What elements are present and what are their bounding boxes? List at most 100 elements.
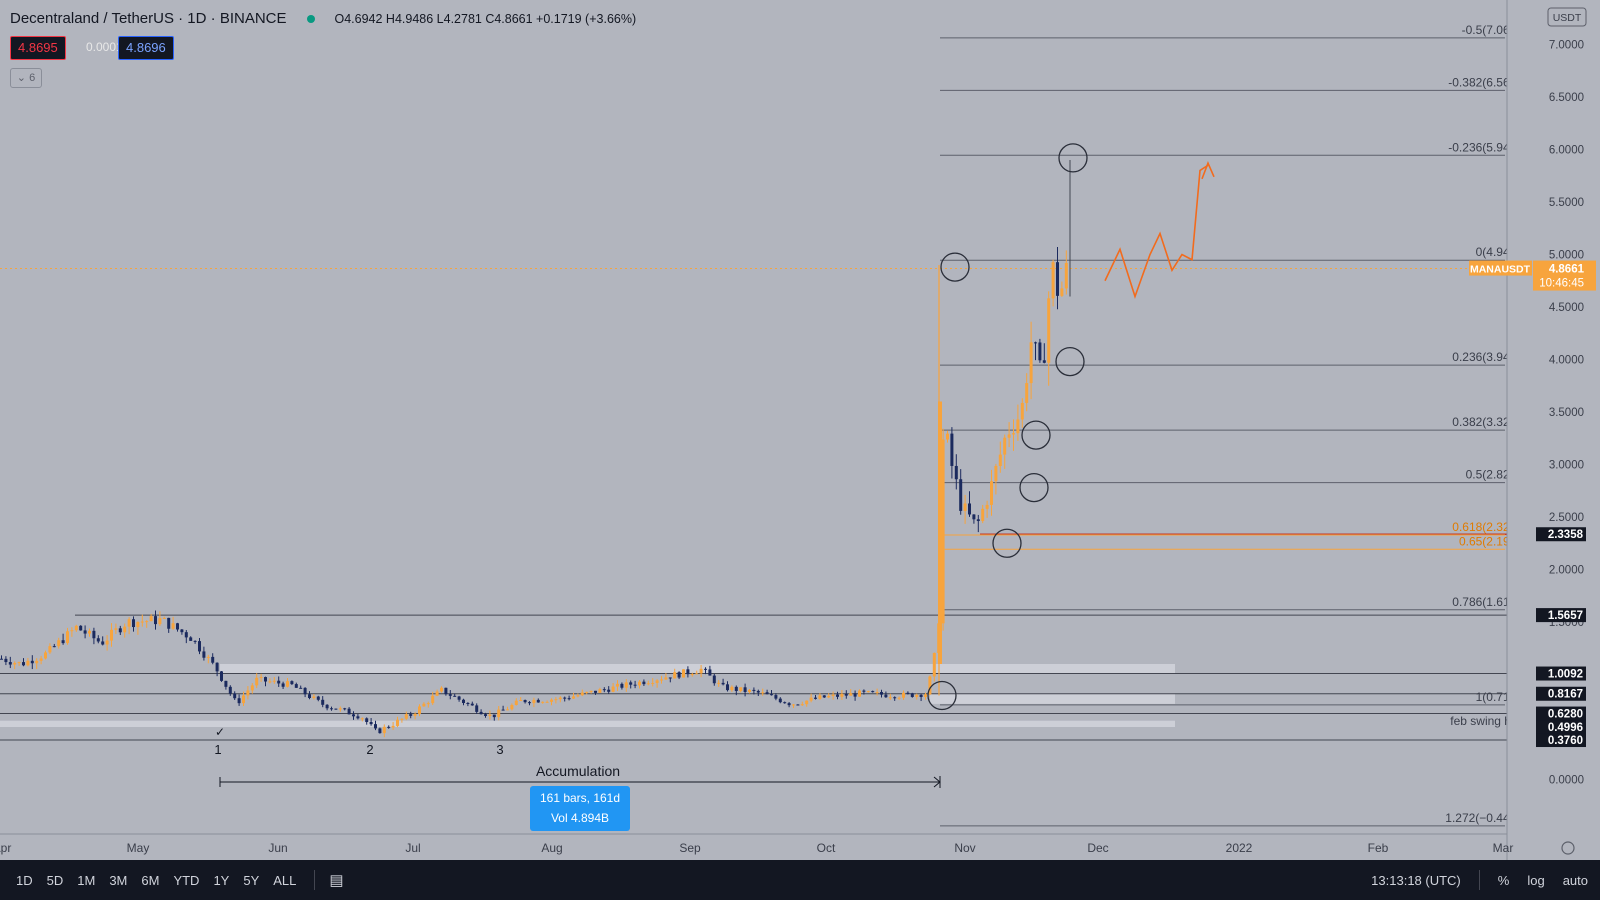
candle-body: [853, 693, 857, 697]
candle-body: [602, 689, 606, 691]
pivot-circle: [1021, 420, 1051, 450]
y-tick-label: 6.0000: [1549, 145, 1584, 157]
y-tick-label: 0.0000: [1549, 775, 1584, 787]
candle-body: [198, 641, 201, 652]
candle-body: [998, 454, 1002, 466]
timeframe-1d[interactable]: 1D: [16, 872, 33, 888]
candle-body: [523, 700, 527, 703]
candle-body: [712, 675, 716, 684]
candle-body: [400, 718, 404, 720]
candle-body: [220, 671, 223, 681]
timeframe-all[interactable]: ALL: [273, 872, 297, 888]
candle-body: [303, 687, 307, 695]
candle-body: [677, 672, 681, 678]
candle-body: [127, 619, 131, 627]
candle-body: [963, 503, 967, 511]
price-marker: [1536, 608, 1586, 623]
y-tick-label: 4.5000: [1549, 302, 1584, 314]
candle-body: [202, 651, 206, 658]
price-marker-label: 0.8167: [1548, 689, 1583, 701]
candle-body: [382, 726, 386, 734]
x-tick-label: Jun: [268, 841, 287, 855]
candle-body: [44, 652, 47, 659]
candle-body: [224, 680, 228, 687]
candle-body: [48, 646, 52, 653]
timeframe-ytd[interactable]: YTD: [173, 872, 200, 888]
candle-body: [651, 682, 655, 684]
symbol-title[interactable]: Decentraland / TetherUS · 1D · BINANCE: [10, 10, 287, 27]
candle-body: [154, 616, 157, 625]
timeframe-5d[interactable]: 5D: [46, 872, 64, 888]
candle-body: [774, 695, 778, 699]
candle-body: [343, 708, 347, 710]
candle-body: [695, 673, 699, 675]
timeframe-1m[interactable]: 1M: [77, 872, 96, 888]
candle-body: [255, 677, 259, 686]
candle-body: [510, 704, 514, 710]
candle-body: [189, 637, 193, 641]
candle-body: [1051, 262, 1055, 299]
candle-body: [642, 681, 646, 685]
y-tick-label: 7.0000: [1549, 40, 1584, 52]
candle-body: [550, 699, 553, 702]
percent-toggle[interactable]: %: [1497, 872, 1510, 888]
candle-body: [488, 714, 492, 716]
timeframe-3m[interactable]: 3M: [109, 872, 128, 888]
candle-body: [61, 640, 65, 644]
candle-body: [378, 728, 382, 734]
timeframe-5y[interactable]: 5Y: [243, 872, 260, 888]
x-tick-label: Mar: [1493, 841, 1514, 855]
price-marker-label: 1.0092: [1548, 669, 1583, 681]
candle-body: [250, 685, 254, 691]
candle-body: [167, 617, 171, 629]
candle-body: [660, 679, 663, 681]
candle-body: [532, 699, 536, 704]
clock[interactable]: 13:13:18 (UTC): [1371, 872, 1461, 888]
candle-body: [281, 683, 285, 687]
candle-body: [730, 686, 734, 691]
check-icon: ✓: [215, 725, 225, 739]
candle-body: [30, 660, 34, 664]
candle-body: [836, 694, 839, 697]
indicators-collapse-button[interactable]: ⌄ 6: [10, 68, 42, 88]
support-zone: [0, 720, 1175, 727]
candle-body: [422, 703, 426, 707]
candle-body: [589, 690, 593, 692]
symbol-tag-label: MANAUSDT: [1470, 264, 1531, 276]
sell-price-button[interactable]: 4.8695: [10, 36, 66, 60]
y-tick-label: 4.0000: [1549, 355, 1584, 367]
candle-body: [844, 693, 848, 696]
candle-body: [563, 697, 567, 699]
candle-body: [880, 692, 883, 695]
candle-body: [228, 686, 232, 694]
log-toggle[interactable]: log: [1527, 872, 1545, 888]
candle-body: [158, 618, 162, 625]
auto-toggle[interactable]: auto: [1562, 872, 1588, 888]
spread-value: 0.0001: [86, 40, 123, 54]
date-range-icon[interactable]: ▤: [329, 872, 344, 889]
timeframe-group: 1D 5D 1M 3M 6M YTD 1Y 5Y ALL: [0, 873, 296, 888]
wave-label: 3: [496, 742, 503, 757]
candle-body: [369, 722, 373, 725]
candle-body: [620, 683, 624, 688]
ohlc-values: O4.6942 H4.9486 L4.2781 C4.8661 +0.1719 …: [334, 11, 637, 26]
range-end-arrow: [933, 776, 941, 788]
candle-body: [26, 660, 30, 666]
candle-body: [690, 674, 694, 676]
bottom-right-tools: 13:13:18 (UTC) % log auto: [1371, 860, 1588, 900]
candle-body: [184, 632, 188, 638]
candle-body: [0, 658, 3, 660]
support-zone: [220, 664, 1175, 674]
candle-body: [968, 503, 971, 515]
candle-body: [1056, 262, 1059, 296]
candle-body: [818, 695, 822, 699]
price-marker-label: 0.4996: [1548, 722, 1583, 734]
timeframe-6m[interactable]: 6M: [141, 872, 160, 888]
candle-body: [567, 698, 571, 700]
candle-body: [875, 692, 879, 694]
timeframe-1y[interactable]: 1Y: [213, 872, 230, 888]
candle-body: [629, 682, 633, 685]
buy-price-button[interactable]: 4.8696: [118, 36, 174, 60]
y-tick-label: 5.0000: [1549, 250, 1584, 262]
